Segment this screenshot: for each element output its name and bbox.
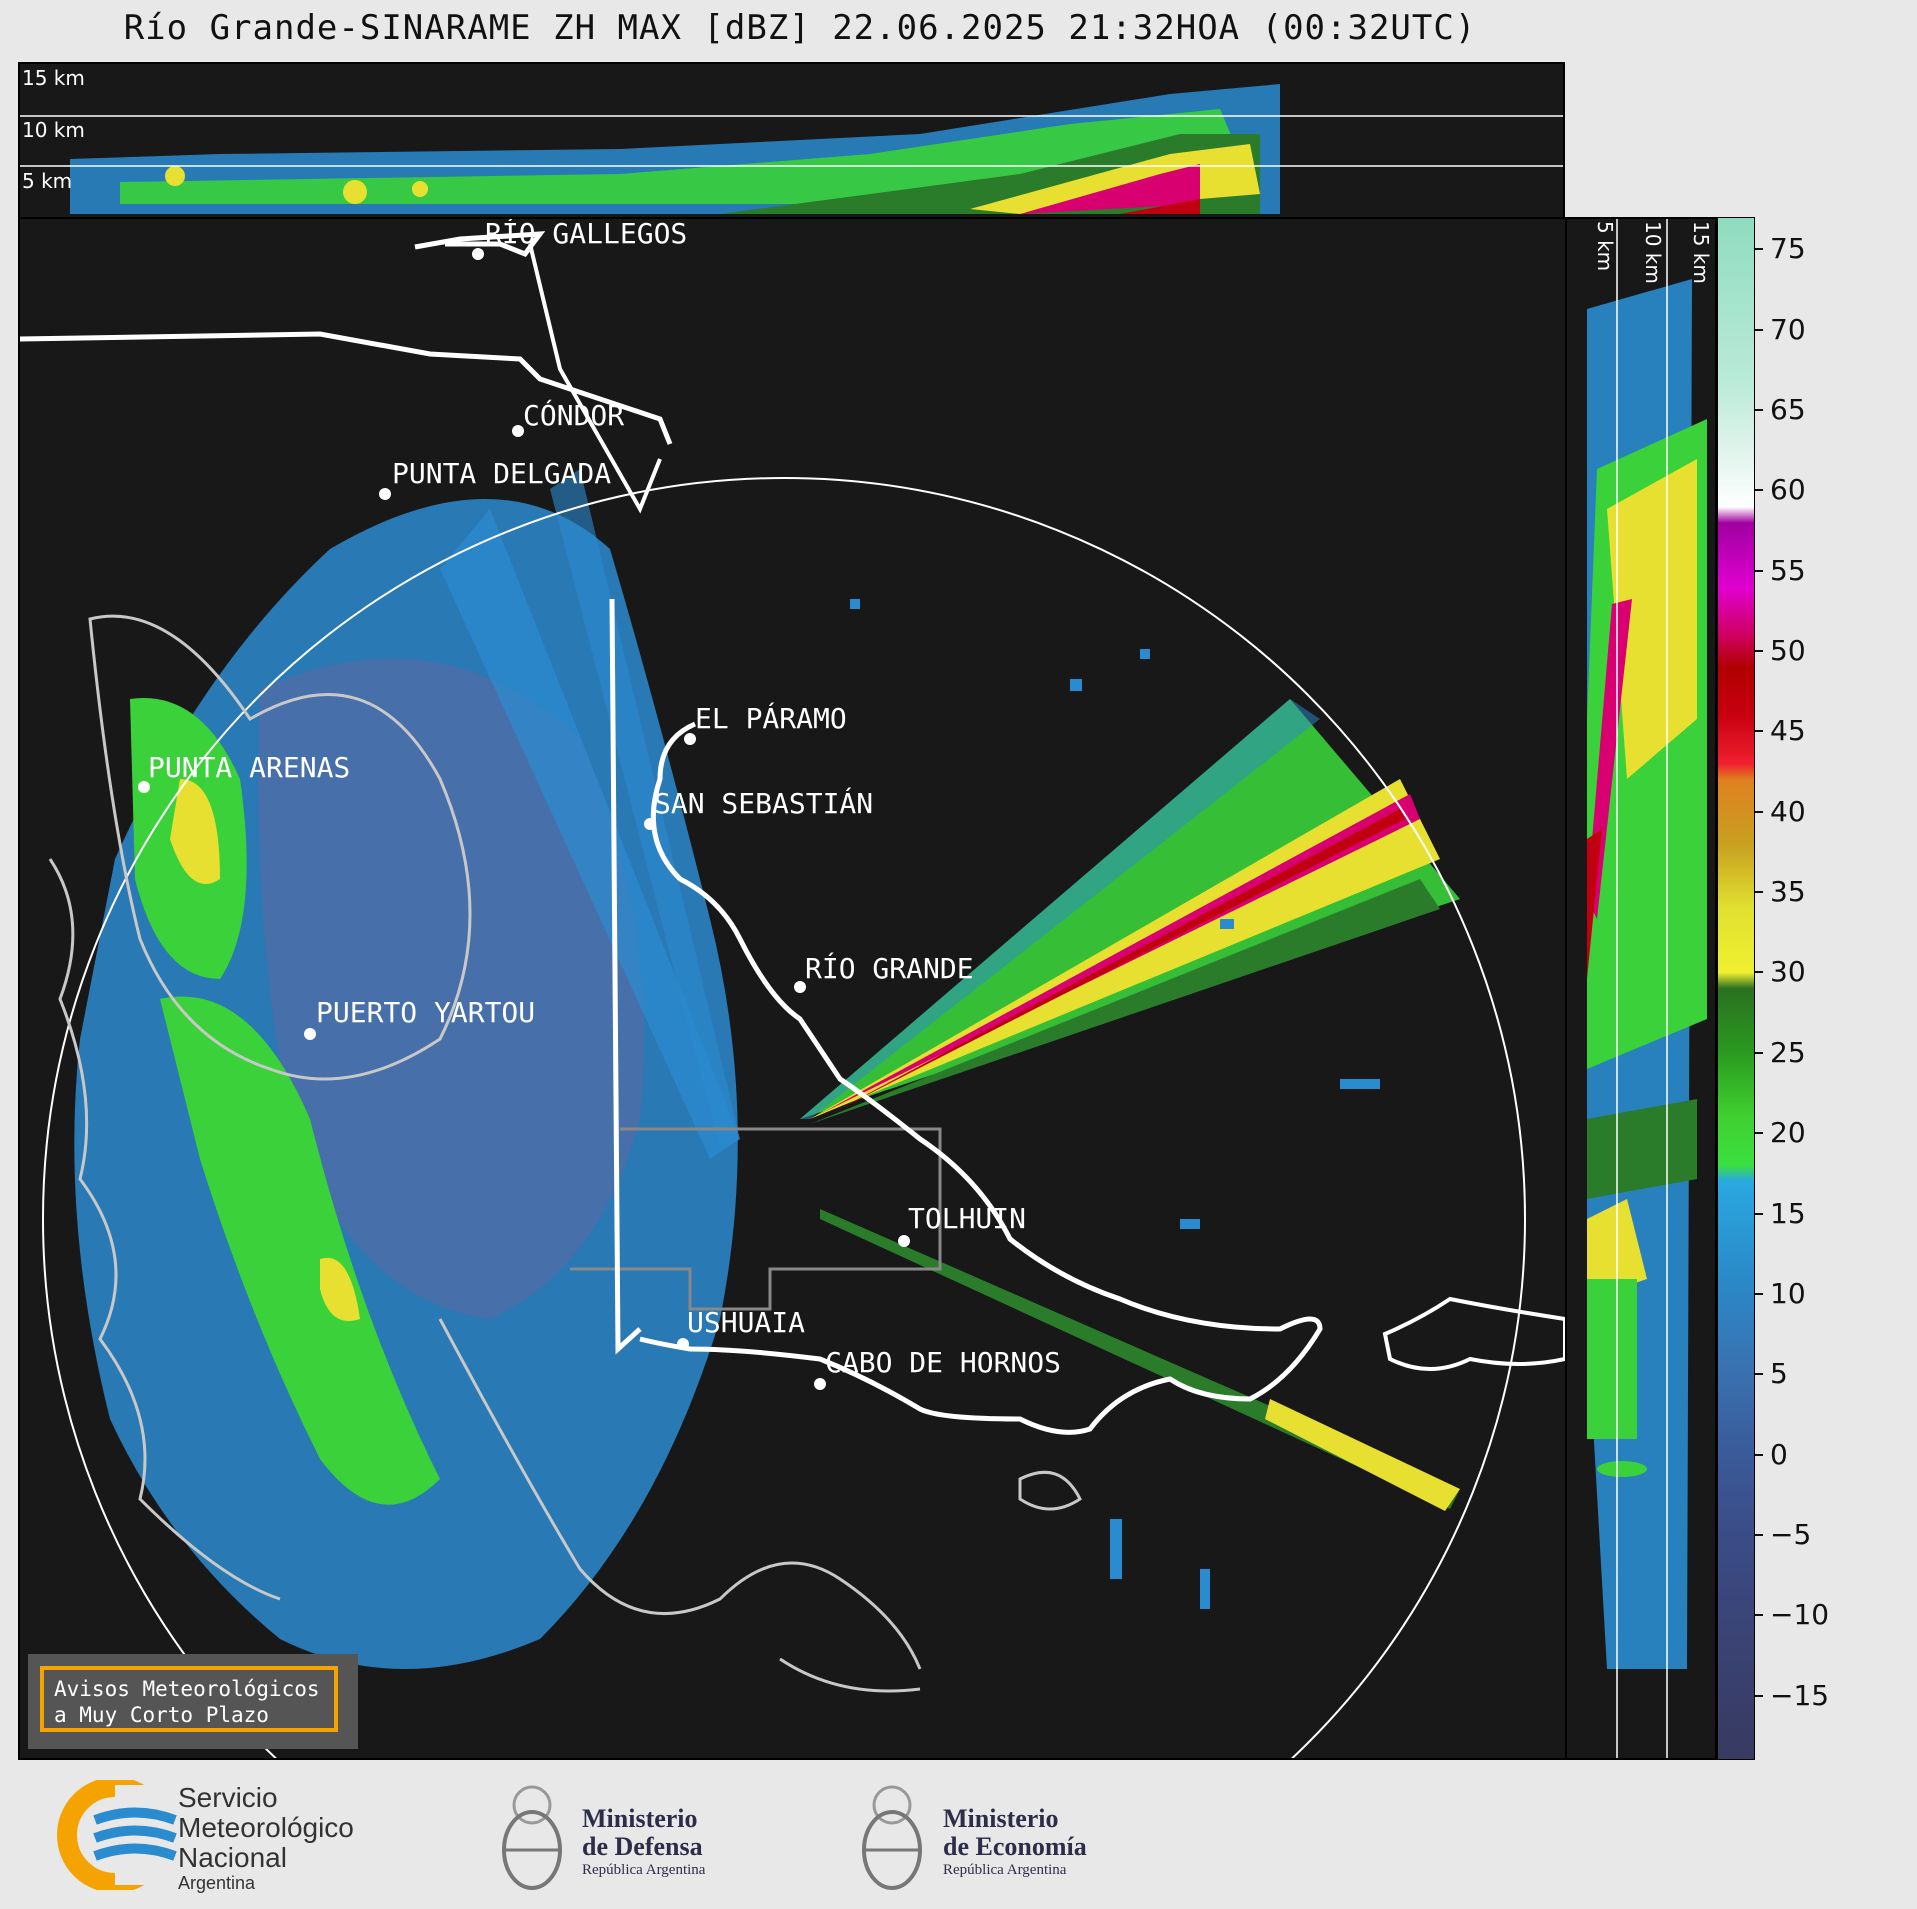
smn-line-2: Meteorológico — [178, 1812, 354, 1843]
avisos-line-2: a Muy Corto Plazo — [54, 1703, 269, 1727]
economia-line-1: Ministerio — [943, 1804, 1059, 1833]
colorbar-tick-label: 75 — [1770, 232, 1806, 266]
city-label-rio-grande: RÍO GRANDE — [805, 952, 974, 985]
colorbar-tick-mark — [1755, 1051, 1763, 1054]
argentina-coat-of-arms-icon — [502, 1785, 562, 1890]
colorbar-tick-mark — [1755, 971, 1763, 974]
colorbar-tick-mark — [1755, 569, 1763, 572]
colorbar-tick-mark — [1755, 1373, 1763, 1376]
colorbar-tick-label: 30 — [1770, 955, 1806, 989]
side-height-label-10km: 10 km — [1641, 221, 1665, 284]
colorbar-tick-mark — [1755, 1533, 1763, 1536]
colorbar-tick-label: −10 — [1770, 1598, 1830, 1632]
city-label-punta-arenas: PUNTA ARENAS — [148, 751, 351, 784]
colorbar-tick-label: 15 — [1770, 1196, 1806, 1230]
colorbar-tick-label: 45 — [1770, 714, 1806, 748]
city-label-rio-gallegos: RÍO GALLEGOS — [485, 217, 688, 250]
colorbar-tick-mark — [1755, 1292, 1763, 1295]
colorbar-tick-label: 60 — [1770, 473, 1806, 507]
colorbar-tick-mark — [1755, 408, 1763, 411]
height-label-5km: 5 km — [22, 169, 73, 193]
colorbar-tick-mark — [1755, 1694, 1763, 1697]
side-cross-section-panel: 5 km 10 km 15 km — [1565, 217, 1717, 1760]
colorbar-tick-label: −15 — [1770, 1678, 1830, 1712]
dbz-colorbar — [1717, 217, 1755, 1760]
economia-logo-text: Ministerio de Economía República Argenti… — [943, 1805, 1087, 1879]
avisos-line-1: Avisos Meteorológicos — [54, 1677, 320, 1701]
defensa-line-2: de Defensa — [582, 1832, 703, 1861]
colorbar-tick-label: 35 — [1770, 875, 1806, 909]
city-label-puerto-yartou: PUERTO YARTOU — [316, 996, 536, 1029]
smn-line-1: Servicio — [178, 1782, 278, 1813]
city-label-cabo-de-hornos: CABO DE HORNOS — [825, 1346, 1062, 1379]
city-label-ushuaia: USHUAIA — [687, 1306, 806, 1339]
side-cross-section-image — [1587, 219, 1707, 1758]
economia-line-2: de Economía — [943, 1832, 1087, 1861]
colorbar-tick-mark — [1755, 1212, 1763, 1215]
colorbar-tick-label: −5 — [1770, 1517, 1812, 1551]
defensa-line-1: Ministerio — [582, 1804, 698, 1833]
colorbar-tick-label: 40 — [1770, 794, 1806, 828]
colorbar-tick-mark — [1755, 891, 1763, 894]
smn-line-3: Nacional — [178, 1842, 287, 1873]
colorbar-tick-mark — [1755, 1453, 1763, 1456]
side-height-label-15km: 15 km — [1689, 221, 1713, 284]
colorbar-tick-mark — [1755, 489, 1763, 492]
colorbar-tick-mark — [1755, 730, 1763, 733]
page-title: Río Grande-SINARAME ZH MAX [dBZ] 22.06.2… — [123, 8, 1477, 48]
colorbar-tick-label: 70 — [1770, 312, 1806, 346]
city-label-san-sebastian: SAN SEBASTIÁN — [654, 787, 874, 820]
radar-map-panel: RÍO GALLEGOS CÓNDOR PUNTA DELGADA EL PÁR… — [18, 217, 1567, 1760]
argentina-coat-of-arms-icon-2 — [862, 1785, 922, 1890]
colorbar-tick-mark — [1755, 328, 1763, 331]
colorbar-tick-label: 25 — [1770, 1035, 1806, 1069]
city-label-punta-delgada: PUNTA DELGADA — [392, 457, 612, 490]
avisos-box: Avisos Meteorológicos a Muy Corto Plazo — [28, 1654, 358, 1749]
colorbar-tick-label: 55 — [1770, 553, 1806, 587]
colorbar-tick-label: 0 — [1770, 1437, 1788, 1471]
economia-line-3: República Argentina — [943, 1862, 1067, 1878]
colorbar-tick-mark — [1755, 810, 1763, 813]
height-label-10km: 10 km — [22, 118, 85, 142]
colorbar-tick-label: 50 — [1770, 633, 1806, 667]
city-label-tolhuin: TOLHUIN — [908, 1202, 1027, 1235]
defensa-logo-text: Ministerio de Defensa República Argentin… — [582, 1805, 705, 1879]
colorbar-tick-mark — [1755, 248, 1763, 251]
city-label-el-paramo: EL PÁRAMO — [695, 702, 847, 735]
colorbar-tick-label: 65 — [1770, 392, 1806, 426]
colorbar-tick-label: 5 — [1770, 1357, 1788, 1391]
smn-line-4: Argentina — [178, 1873, 256, 1893]
top-cross-section-panel: 15 km 10 km 5 km — [18, 62, 1565, 219]
colorbar-tick-label: 10 — [1770, 1276, 1806, 1310]
colorbar-tick-mark — [1755, 1132, 1763, 1135]
colorbar-tick-mark — [1755, 1614, 1763, 1617]
side-height-label-5km: 5 km — [1593, 221, 1617, 272]
smn-logo-text: Servicio Meteorológico Nacional Argentin… — [178, 1782, 354, 1894]
colorbar-tick-mark — [1755, 649, 1763, 652]
avisos-frame: Avisos Meteorológicos a Muy Corto Plazo — [40, 1666, 338, 1732]
city-label-condor: CÓNDOR — [523, 399, 625, 432]
defensa-line-3: República Argentina — [582, 1862, 706, 1878]
height-label-15km: 15 km — [22, 66, 85, 90]
smn-logo-icon — [57, 1780, 180, 1890]
colorbar-tick-label: 20 — [1770, 1116, 1806, 1150]
top-cross-section-image — [20, 84, 1563, 214]
radar-map-image — [20, 231, 1565, 1758]
